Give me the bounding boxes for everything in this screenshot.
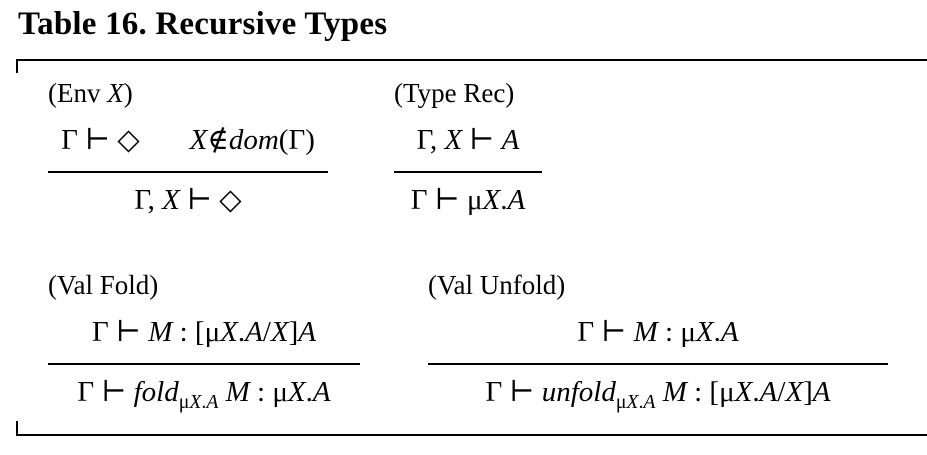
rule-premise: Γ ⊢ ◇ X∉dom(Γ) xyxy=(61,124,315,156)
rule-premise: Γ ⊢ M : μX.A xyxy=(577,316,739,348)
rule-conclusion: Γ ⊢ unfoldμX.A M : [μX.A/X]A xyxy=(485,376,831,413)
rule-name: (Val Unfold) xyxy=(428,270,566,300)
rule-val-unfold: (Val Unfold) Γ ⊢ M : μX.A Γ ⊢ unfoldμX.A… xyxy=(428,266,888,416)
top-rule-line xyxy=(16,59,927,61)
inference-bar xyxy=(48,171,328,173)
rule-name: (Val Fold) xyxy=(48,270,159,300)
inference-bar xyxy=(394,171,542,173)
rule-conclusion: Γ ⊢ μX.A xyxy=(410,184,526,216)
bottom-rule-line xyxy=(16,434,927,436)
rule-env-x: (Env X) Γ ⊢ ◇ X∉dom(Γ) Γ, X ⊢ ◇ xyxy=(48,74,328,224)
rule-val-fold: (Val Fold) Γ ⊢ M : [μX.A/X]A Γ ⊢ foldμX.… xyxy=(48,266,360,416)
rule-premise: Γ ⊢ M : [μX.A/X]A xyxy=(92,316,316,348)
rule-premise: Γ, X ⊢ A xyxy=(416,124,520,156)
rule-name: (Env X) xyxy=(48,78,133,108)
inference-bar xyxy=(428,363,888,365)
rule-conclusion: Γ, X ⊢ ◇ xyxy=(134,184,242,216)
top-left-tick xyxy=(16,59,18,73)
table-title: Table 16. Recursive Types xyxy=(18,6,388,42)
rule-type-rec: (Type Rec) Γ, X ⊢ A Γ ⊢ μX.A xyxy=(394,74,542,224)
bottom-left-tick xyxy=(16,421,18,435)
inference-bar xyxy=(48,363,360,365)
rule-conclusion: Γ ⊢ foldμX.A M : μX.A xyxy=(77,376,331,413)
rule-name: (Type Rec) xyxy=(394,78,515,108)
